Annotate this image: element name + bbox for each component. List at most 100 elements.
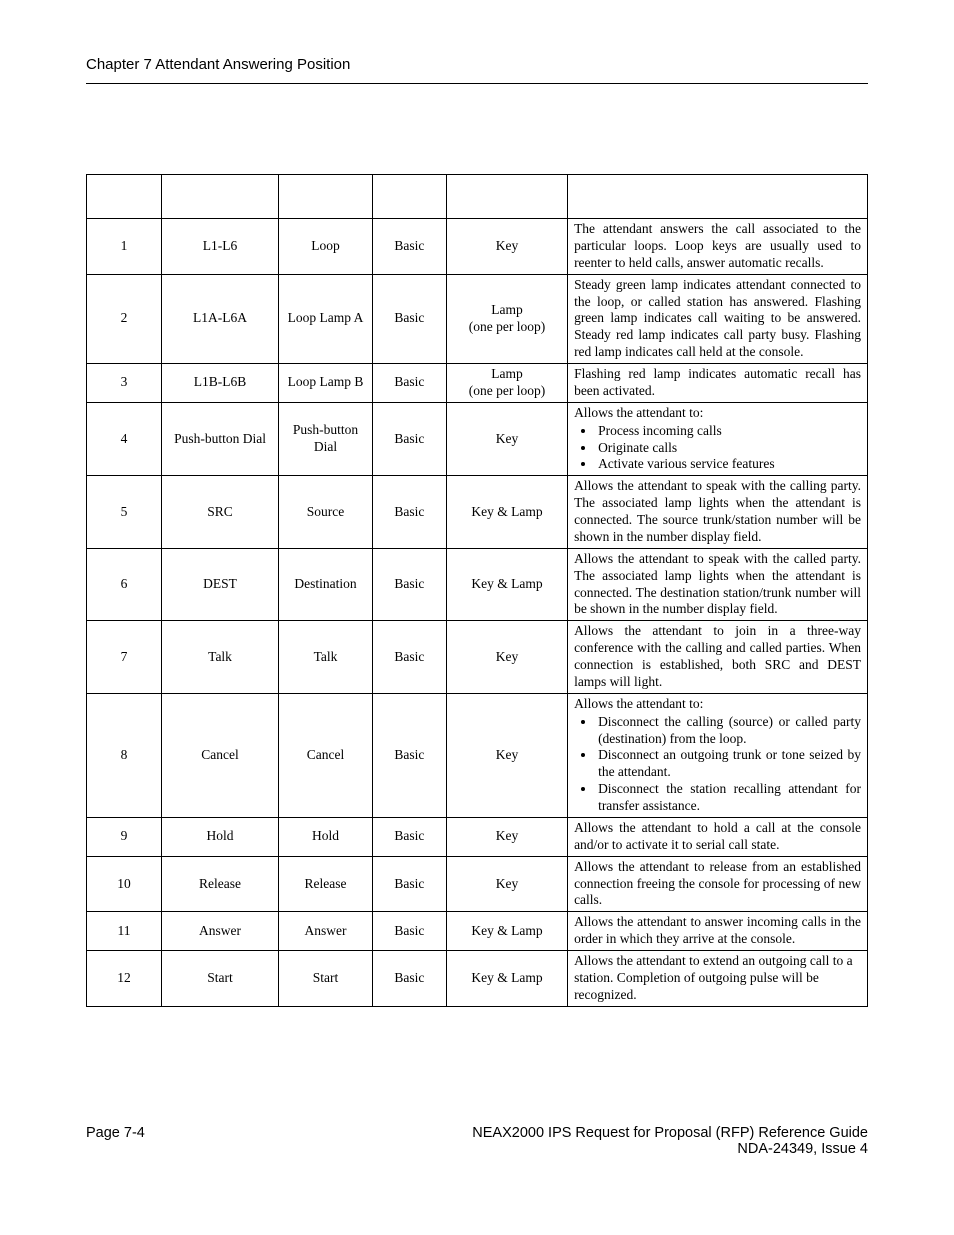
table-cell: Answer bbox=[279, 912, 373, 951]
table-cell: Basic bbox=[372, 402, 446, 476]
table-cell: Start bbox=[161, 951, 278, 1007]
table-cell: Key bbox=[447, 402, 568, 476]
table-row: 9HoldHoldBasicKeyAllows the attendant to… bbox=[87, 817, 868, 856]
list-item: Disconnect the station recalling attenda… bbox=[596, 781, 861, 815]
table-cell: Release bbox=[161, 856, 278, 912]
table-cell: Loop Lamp A bbox=[279, 274, 373, 363]
table-row: 12StartStartBasicKey & LampAllows the at… bbox=[87, 951, 868, 1007]
table-body: 1L1-L6LoopBasicKeyThe attendant answers … bbox=[87, 219, 868, 1007]
table-cell: Loop Lamp B bbox=[279, 364, 373, 403]
table-row: 6DESTDestinationBasicKey & LampAllows th… bbox=[87, 548, 868, 621]
table-cell: 1 bbox=[87, 219, 162, 275]
table-cell: Lamp(one per loop) bbox=[447, 274, 568, 363]
table-cell: Key bbox=[447, 693, 568, 817]
table-cell-description: Allows the attendant to hold a call at t… bbox=[568, 817, 868, 856]
table-cell-description: Allows the attendant to extend an outgoi… bbox=[568, 951, 868, 1007]
table-cell: Start bbox=[279, 951, 373, 1007]
table-cell-description: Flashing red lamp indicates automatic re… bbox=[568, 364, 868, 403]
table-cell: Hold bbox=[161, 817, 278, 856]
footer-page-number: Page 7-4 bbox=[86, 1125, 145, 1157]
table-cell-description: Allows the attendant to speak with the c… bbox=[568, 476, 868, 549]
table-header bbox=[161, 175, 278, 219]
table-cell: L1B-L6B bbox=[161, 364, 278, 403]
table-cell: Hold bbox=[279, 817, 373, 856]
table-cell-description: Allows the attendant to speak with the c… bbox=[568, 548, 868, 621]
document-page: Chapter 7 Attendant Answering Position 1… bbox=[0, 0, 954, 1235]
table-cell: Destination bbox=[279, 548, 373, 621]
list-item: Activate various service features bbox=[596, 456, 861, 473]
table-cell-description: Allows the attendant to release from an … bbox=[568, 856, 868, 912]
table-cell: Basic bbox=[372, 219, 446, 275]
table-cell: Key & Lamp bbox=[447, 951, 568, 1007]
table-row: 1L1-L6LoopBasicKeyThe attendant answers … bbox=[87, 219, 868, 275]
table-cell: 8 bbox=[87, 693, 162, 817]
table-header bbox=[372, 175, 446, 219]
table-cell: L1A-L6A bbox=[161, 274, 278, 363]
table-cell: Key bbox=[447, 856, 568, 912]
table-cell: Key & Lamp bbox=[447, 912, 568, 951]
table-cell: 5 bbox=[87, 476, 162, 549]
table-cell-description: Allows the attendant to answer incoming … bbox=[568, 912, 868, 951]
table-cell: SRC bbox=[161, 476, 278, 549]
table-cell-description: Allows the attendant to:Process incoming… bbox=[568, 402, 868, 476]
table-cell: 6 bbox=[87, 548, 162, 621]
table-cell: Talk bbox=[279, 621, 373, 694]
table-cell: L1-L6 bbox=[161, 219, 278, 275]
table-cell: Push-button Dial bbox=[161, 402, 278, 476]
table-cell-description: The attendant answers the call associate… bbox=[568, 219, 868, 275]
table-cell: Basic bbox=[372, 951, 446, 1007]
list-item: Originate calls bbox=[596, 440, 861, 457]
table-cell: Answer bbox=[161, 912, 278, 951]
table-cell: Key & Lamp bbox=[447, 476, 568, 549]
table-cell: Key bbox=[447, 219, 568, 275]
table-row: 10ReleaseReleaseBasicKeyAllows the atten… bbox=[87, 856, 868, 912]
table-header bbox=[447, 175, 568, 219]
table-cell-description: Allows the attendant to join in a three-… bbox=[568, 621, 868, 694]
table-row: 7TalkTalkBasicKeyAllows the attendant to… bbox=[87, 621, 868, 694]
table-cell: Source bbox=[279, 476, 373, 549]
table-cell: 2 bbox=[87, 274, 162, 363]
table-header bbox=[87, 175, 162, 219]
table-row: 3L1B-L6BLoop Lamp BBasicLamp(one per loo… bbox=[87, 364, 868, 403]
list-item: Process incoming calls bbox=[596, 423, 861, 440]
table-row: 2L1A-L6ALoop Lamp ABasicLamp(one per loo… bbox=[87, 274, 868, 363]
table-cell: Lamp(one per loop) bbox=[447, 364, 568, 403]
table-cell: DEST bbox=[161, 548, 278, 621]
table-cell: Cancel bbox=[161, 693, 278, 817]
page-footer: Page 7-4 NEAX2000 IPS Request for Propos… bbox=[86, 1125, 868, 1157]
table-row: 5SRCSourceBasicKey & LampAllows the atte… bbox=[87, 476, 868, 549]
table-cell-description: Steady green lamp indicates attendant co… bbox=[568, 274, 868, 363]
table-cell: Key bbox=[447, 817, 568, 856]
table-row: 8CancelCancelBasicKeyAllows the attendan… bbox=[87, 693, 868, 817]
chapter-header: Chapter 7 Attendant Answering Position bbox=[86, 56, 868, 84]
table-cell: Basic bbox=[372, 364, 446, 403]
table-cell: 7 bbox=[87, 621, 162, 694]
table-cell: 3 bbox=[87, 364, 162, 403]
table-cell: Basic bbox=[372, 274, 446, 363]
table-header-row bbox=[87, 175, 868, 219]
table-cell: Basic bbox=[372, 856, 446, 912]
table-cell: 10 bbox=[87, 856, 162, 912]
table-cell: Push-button Dial bbox=[279, 402, 373, 476]
footer-issue: NDA-24349, Issue 4 bbox=[472, 1141, 868, 1157]
table-cell: Talk bbox=[161, 621, 278, 694]
table-cell: Basic bbox=[372, 693, 446, 817]
table-cell: 9 bbox=[87, 817, 162, 856]
table-cell: Basic bbox=[372, 912, 446, 951]
footer-title: NEAX2000 IPS Request for Proposal (RFP) … bbox=[472, 1125, 868, 1141]
table-cell: Basic bbox=[372, 548, 446, 621]
table-cell: Basic bbox=[372, 621, 446, 694]
table-cell-description: Allows the attendant to:Disconnect the c… bbox=[568, 693, 868, 817]
table-row: 4Push-button DialPush-button DialBasicKe… bbox=[87, 402, 868, 476]
table-header bbox=[279, 175, 373, 219]
table-cell: 4 bbox=[87, 402, 162, 476]
footer-right: NEAX2000 IPS Request for Proposal (RFP) … bbox=[472, 1125, 868, 1157]
table-cell: 12 bbox=[87, 951, 162, 1007]
list-item: Disconnect an outgoing trunk or tone sei… bbox=[596, 747, 861, 781]
table-cell: Key bbox=[447, 621, 568, 694]
table-cell: Cancel bbox=[279, 693, 373, 817]
table-cell: Key & Lamp bbox=[447, 548, 568, 621]
list-item: Disconnect the calling (source) or calle… bbox=[596, 714, 861, 748]
table-cell: 11 bbox=[87, 912, 162, 951]
table-cell: Basic bbox=[372, 476, 446, 549]
